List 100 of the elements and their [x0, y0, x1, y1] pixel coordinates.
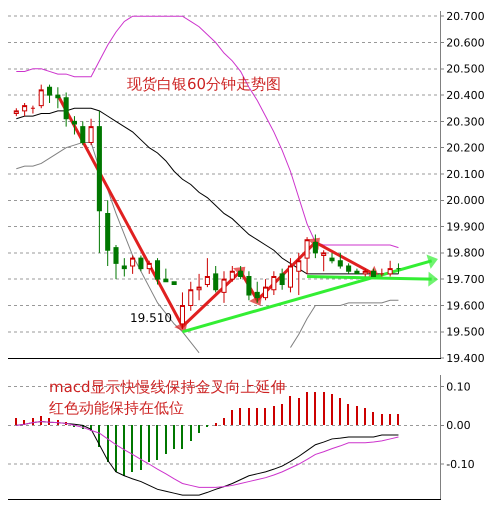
bar: [314, 392, 316, 425]
annotation: 19.510: [130, 311, 172, 325]
candlestick: [338, 252, 343, 270]
y-tick-label: 20.600: [446, 36, 485, 50]
candlestick: [146, 260, 152, 274]
bar: [339, 398, 341, 425]
bar: [148, 425, 150, 462]
bar: [264, 408, 266, 425]
y-tick-label: 20.500: [446, 62, 485, 76]
bar: [165, 425, 167, 454]
y-tick-label: 20.100: [446, 168, 485, 181]
bar: [190, 425, 192, 441]
y-tick-label: -0.10: [446, 458, 475, 471]
candlestick: [113, 244, 119, 280]
candlestick: [196, 273, 202, 301]
bar: [123, 425, 125, 476]
candlestick: [388, 260, 393, 278]
line-series: [16, 16, 399, 248]
bar: [156, 425, 158, 460]
candlestick: [312, 234, 318, 259]
bar: [381, 414, 383, 425]
bar: [231, 410, 233, 425]
bar: [364, 408, 366, 425]
bar: [323, 392, 325, 425]
bar: [397, 414, 399, 425]
bar: [256, 408, 258, 425]
candlestick: [105, 200, 110, 267]
candlestick: [254, 281, 260, 304]
candlestick: [296, 252, 302, 296]
candlestick: [329, 252, 335, 264]
y-tick-label: 19.900: [446, 220, 485, 234]
y-tick-label: 20.400: [446, 88, 485, 102]
bar: [289, 396, 291, 425]
bar: [239, 408, 241, 425]
bar: [198, 425, 200, 433]
y-tick-label: 0.10: [446, 380, 471, 394]
bar: [372, 412, 374, 425]
bar: [173, 425, 175, 449]
y-tick-label: 19.600: [446, 299, 485, 312]
candlestick: [130, 255, 136, 274]
candlestick: [188, 281, 194, 312]
candlestick: [38, 84, 44, 109]
candlestick: [64, 92, 69, 128]
bar: [140, 425, 142, 470]
candlestick: [138, 255, 144, 272]
y-tick-label: 19.500: [446, 326, 485, 339]
bar: [281, 404, 283, 425]
bar: [356, 406, 358, 425]
y-tick-label: 20.700: [446, 10, 485, 24]
bar: [298, 398, 300, 425]
candlestick: [14, 108, 19, 117]
y-tick-label: 20.000: [446, 194, 485, 208]
y-tick-label: 19.800: [446, 246, 485, 260]
bar: [181, 425, 183, 449]
y-tick-label: 19.700: [446, 273, 485, 286]
candlestick: [230, 266, 235, 282]
bar: [331, 394, 333, 425]
candlestick: [155, 258, 160, 285]
bar: [347, 404, 349, 425]
candlestick: [263, 278, 268, 301]
candlestick: [55, 86, 60, 109]
y-tick-label: 20.200: [446, 142, 485, 155]
candlestick: [22, 102, 28, 117]
annotation: 红色动能保持在低位: [49, 399, 184, 417]
candlestick: [72, 116, 77, 136]
candlestick: [238, 266, 244, 280]
candlestick: [88, 118, 94, 146]
candlestick: [271, 270, 276, 296]
candlestick: [354, 268, 360, 274]
bar: [107, 425, 109, 462]
candlestick: [280, 268, 285, 290]
candlestick: [213, 266, 218, 293]
candlestick: [304, 236, 310, 274]
y-tick-label: 0.00: [446, 419, 471, 432]
candlestick: [96, 110, 102, 254]
candlestick: [346, 262, 352, 274]
candlestick: [288, 258, 293, 293]
bar: [215, 423, 217, 426]
candlestick: [246, 270, 252, 301]
candlestick: [321, 250, 326, 272]
bar: [223, 418, 225, 425]
candlestick: [362, 268, 368, 278]
candlestick: [396, 262, 401, 274]
bar: [131, 425, 133, 472]
y-tick-label: 19.400: [446, 352, 485, 365]
candlestick: [204, 258, 210, 288]
annotation: macd显示快慢线保持金叉向上延伸: [49, 378, 286, 396]
candlestick: [371, 268, 376, 278]
bar: [389, 414, 391, 425]
bar: [248, 408, 250, 425]
bar: [306, 392, 308, 425]
candlestick: [80, 120, 86, 146]
candlestick: [379, 268, 384, 278]
candlestick: [163, 268, 168, 282]
candlestick: [30, 105, 36, 114]
candlestick: [47, 84, 52, 104]
candlestick: [221, 270, 227, 304]
y-tick-label: 20.300: [446, 115, 485, 128]
candlestick: [122, 258, 127, 278]
bar: [15, 418, 17, 425]
